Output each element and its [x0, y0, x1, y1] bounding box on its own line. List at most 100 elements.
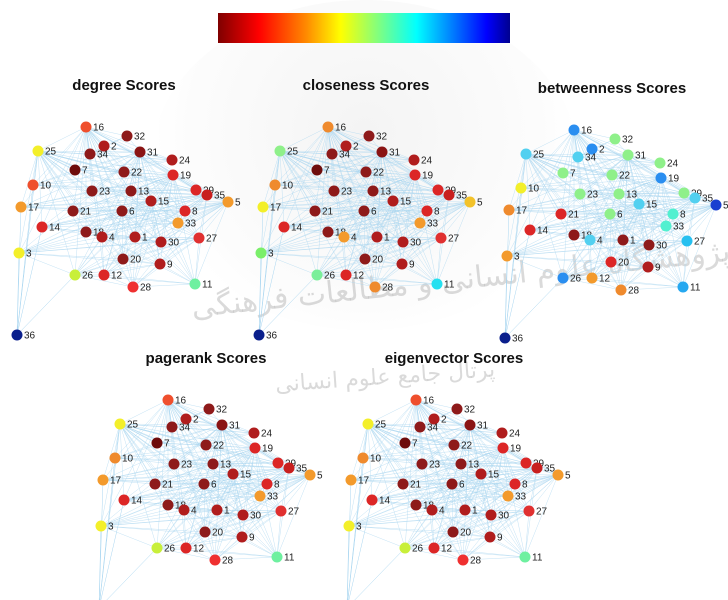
node-dot — [135, 147, 146, 158]
node-dot — [167, 155, 178, 166]
node-9: 9 — [485, 532, 504, 544]
node-label: 21 — [162, 480, 174, 491]
node-dot — [456, 459, 467, 470]
edge — [184, 510, 186, 548]
node-label: 17 — [28, 203, 40, 214]
node-dot — [521, 458, 532, 469]
node-22: 22 — [119, 167, 143, 179]
node-label: 4 — [597, 236, 603, 247]
node-label: 28 — [382, 283, 394, 294]
node-dot — [96, 521, 107, 532]
node-dot — [323, 122, 334, 133]
node-13: 13 — [208, 459, 232, 471]
node-14: 14 — [367, 495, 391, 507]
node-label: 20 — [618, 258, 630, 269]
node-label: 34 — [427, 423, 439, 434]
node-dot — [364, 131, 375, 142]
node-16: 16 — [323, 122, 347, 134]
node-9: 9 — [397, 259, 416, 271]
edge — [277, 511, 281, 557]
node-label: 23 — [587, 190, 599, 201]
node-24: 24 — [167, 155, 191, 167]
node-label: 23 — [429, 460, 441, 471]
colorbar — [218, 13, 510, 43]
node-30: 30 — [156, 237, 180, 249]
node-label: 17 — [270, 203, 282, 214]
node-label: 34 — [97, 150, 109, 161]
node-1: 1 — [372, 232, 391, 244]
node-dot — [156, 237, 167, 248]
node-dot — [118, 254, 129, 265]
node-1: 1 — [130, 232, 149, 244]
node-dot — [656, 173, 667, 184]
node-32: 32 — [204, 404, 228, 416]
node-label: 24 — [667, 159, 679, 170]
node-26: 26 — [312, 270, 336, 282]
node-20: 20 — [200, 527, 224, 539]
node-dot — [502, 251, 513, 262]
node-dot — [498, 443, 509, 454]
node-label: 14 — [49, 223, 61, 234]
node-dot — [400, 438, 411, 449]
node-19: 19 — [410, 170, 434, 182]
panel-closeness: closeness Scores 16322313424257221910293… — [250, 77, 482, 327]
node-15: 15 — [388, 196, 412, 208]
node-8: 8 — [180, 206, 199, 218]
node-dot — [256, 248, 267, 259]
node-label: 27 — [536, 507, 548, 518]
node-dot — [119, 495, 130, 506]
node-label: 26 — [164, 544, 176, 555]
node-label: 32 — [134, 132, 146, 143]
node-label: 36 — [512, 334, 524, 345]
node-label: 32 — [464, 405, 476, 416]
node-23: 23 — [87, 186, 111, 198]
node-label: 22 — [619, 171, 631, 182]
node-dot — [238, 510, 249, 521]
node-dot — [346, 475, 357, 486]
node-1: 1 — [618, 235, 637, 247]
node-label: 24 — [179, 156, 191, 167]
node-label: 21 — [410, 480, 422, 491]
node-label: 12 — [599, 274, 611, 285]
node-dot — [436, 233, 447, 244]
node-label: 34 — [179, 423, 191, 434]
node-dot — [504, 205, 515, 216]
network-graph: 1632231342425722191029352313151721683351… — [496, 80, 728, 330]
node-26: 26 — [152, 543, 176, 555]
node-dot — [167, 422, 178, 433]
node-dot — [163, 395, 174, 406]
edge — [525, 511, 529, 557]
node-dot — [16, 202, 27, 213]
node-dot — [70, 270, 81, 281]
edge — [344, 237, 346, 275]
node-11: 11 — [432, 279, 455, 291]
node-label: 22 — [461, 441, 473, 452]
node-4: 4 — [179, 505, 198, 517]
edge — [157, 510, 184, 548]
node-dot — [275, 146, 286, 157]
node-label: 9 — [497, 533, 503, 544]
node-32: 32 — [452, 404, 476, 416]
node-label: 26 — [570, 274, 582, 285]
node-label: 9 — [167, 260, 173, 271]
node-23: 23 — [575, 189, 599, 201]
node-16: 16 — [163, 395, 187, 407]
node-dot — [254, 330, 265, 341]
node-label: 27 — [288, 507, 300, 518]
node-dot — [661, 221, 672, 232]
node-dot — [558, 273, 569, 284]
node-17: 17 — [16, 202, 40, 214]
node-dot — [465, 197, 476, 208]
node-label: 6 — [459, 480, 465, 491]
node-dot — [110, 453, 121, 464]
node-dot — [417, 459, 428, 470]
node-15: 15 — [146, 196, 170, 208]
node-dot — [329, 186, 340, 197]
node-dot — [532, 463, 543, 474]
node-dot — [556, 209, 567, 220]
node-dot — [503, 491, 514, 502]
network-graph: 1632231342425722191029352313151721683351… — [338, 350, 570, 600]
node-label: 17 — [358, 476, 370, 487]
node-dot — [28, 180, 39, 191]
node-dot — [163, 500, 174, 511]
